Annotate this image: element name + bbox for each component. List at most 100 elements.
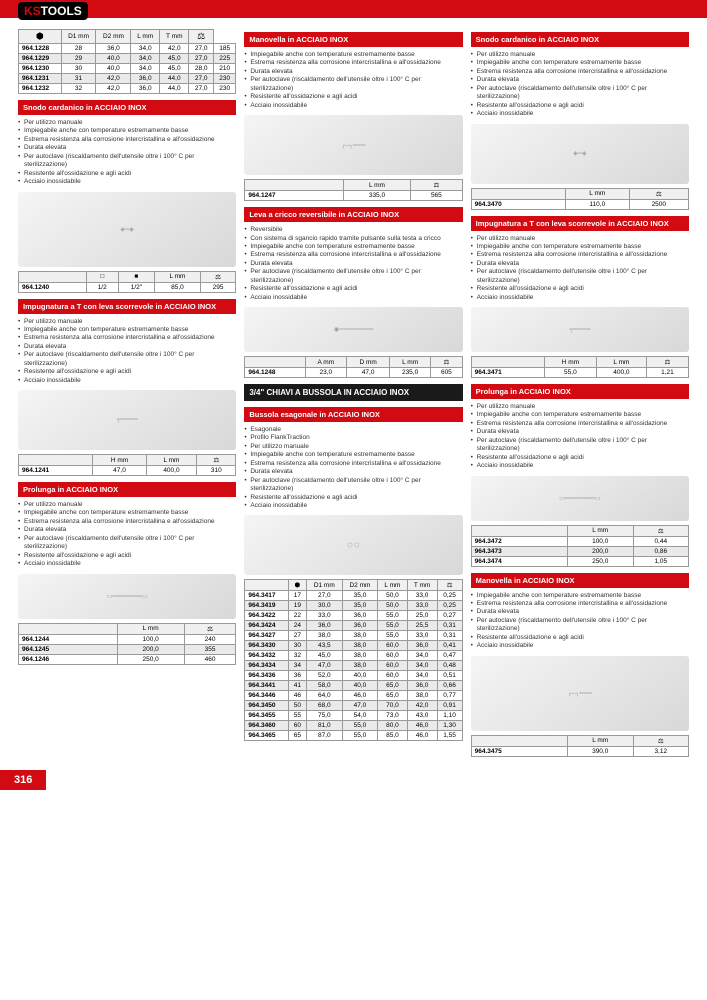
bullet-item: Per utilizzo manuale <box>244 443 462 451</box>
logo-part-a: KS <box>24 4 41 18</box>
bullet-item: Impiegabile anche con temperature estrem… <box>471 592 689 600</box>
top-stripe <box>0 0 707 18</box>
bullet-item: Per utilizzo manuale <box>18 119 236 127</box>
bullet-item: Estrema resistenza alla corrosione inter… <box>471 420 689 428</box>
header-prolunga-2: Prolunga in ACCIAIO INOX <box>471 384 689 399</box>
catalog-page: KSTOOLS ⬢D1 mmD2 mmL mmT mm⚖ 964.1228283… <box>0 0 707 790</box>
brand-logo: KSTOOLS <box>18 2 88 20</box>
bullet-item: Estrema resistenza alla corrosione inter… <box>244 460 462 468</box>
page-number: 316 <box>0 770 46 790</box>
image-speed-handle-2: ╭─╮═══ <box>471 656 689 731</box>
bullets-impugnatura-1: Per utilizzo manualeImpiegabile anche co… <box>18 318 236 386</box>
header-impugnatura-2: Impugnatura a T con leva scorrevole in A… <box>471 216 689 231</box>
image-universal-joint-2: ◈═◈ <box>471 124 689 184</box>
bullets-prolunga-1: Per utilizzo manualeImpiegabile anche co… <box>18 501 236 569</box>
header-manovella-1: Manovella in ACCIAIO INOX <box>244 32 462 47</box>
column-1: ⬢D1 mmD2 mmL mmT mm⚖ 964.12282836,034,04… <box>18 26 236 760</box>
bullet-item: Resistente all'ossidazione e agli acidi <box>471 102 689 110</box>
logo-part-b: TOOLS <box>41 4 82 18</box>
table-snodo-1: □■L mm⚖ 964.12401/21/2"85,0295 <box>18 271 236 293</box>
image-universal-joint: ◈═◈ <box>18 192 236 267</box>
bullet-item: Per utilizzo manuale <box>471 235 689 243</box>
bullets-impugnatura-2: Per utilizzo manualeImpiegabile anche co… <box>471 235 689 303</box>
bullet-item: Resistente all'ossidazione e agli acidi <box>18 368 236 376</box>
bullet-item: Profilo FlankTraction <box>244 434 462 442</box>
bullet-item: Durata elevata <box>18 526 236 534</box>
table-prolunga-1: L mm⚖ 964.1244100,0240964.1245200,035596… <box>18 623 236 665</box>
bullet-item: Per autoclave (riscaldamento dell'utensi… <box>471 85 689 102</box>
bullet-item: Resistente all'ossidazione e agli acidi <box>471 634 689 642</box>
bullet-item: Impiegabile anche con temperature estrem… <box>244 243 462 251</box>
bullet-item: Estrema resistenza alla corrosione inter… <box>18 334 236 342</box>
bullets-manovella-2: Impiegabile anche con temperature estrem… <box>471 592 689 651</box>
bullet-item: Acciaio inossidabile <box>18 178 236 186</box>
bullet-item: Resistente all'ossidazione e agli acidi <box>244 285 462 293</box>
table-manovella-1: L mm⚖ 964.1247335,0565 <box>244 179 462 201</box>
image-t-handle-2: ╤════ <box>471 307 689 352</box>
bullet-item: Per autoclave (riscaldamento dell'utensi… <box>18 351 236 368</box>
bullet-item: Reversibile <box>244 226 462 234</box>
bullet-item: Resistente all'ossidazione e agli acidi <box>18 552 236 560</box>
header-leva-cricco: Leva a cricco reversibile in ACCIAIO INO… <box>244 207 462 222</box>
bullet-item: Impiegabile anche con temperature estrem… <box>471 243 689 251</box>
bullet-item: Impiegabile anche con temperature estrem… <box>244 451 462 459</box>
bullet-item: Durata elevata <box>244 468 462 476</box>
bullet-item: Esagonale <box>244 426 462 434</box>
image-extension-2: ▭═══════▭ <box>471 476 689 521</box>
bullet-item: Acciaio inossidabile <box>18 377 236 385</box>
bullet-item: Per autoclave (riscaldamento dell'utensi… <box>471 617 689 634</box>
header-bussola-esag: Bussola esagonale in ACCIAIO INOX <box>244 407 462 422</box>
bullet-item: Estrema resistenza alla corrosione inter… <box>471 251 689 259</box>
bullet-item: Impiegabile anche con temperature estrem… <box>471 59 689 67</box>
bullet-item: Estrema resistenza alla corrosione inter… <box>244 59 462 67</box>
column-3: Snodo cardanico in ACCIAIO INOX Per util… <box>471 26 689 760</box>
bullet-item: Resistente all'ossidazione e agli acidi <box>18 170 236 178</box>
table-manovella-2: L mm⚖ 964.3475390,03,12 <box>471 735 689 757</box>
table-snodo-2: L mm⚖ 964.3470110,02500 <box>471 188 689 210</box>
bullet-item: Durata elevata <box>471 260 689 268</box>
table-prolunga-2: L mm⚖ 964.3472100,00,44964.3473200,00,86… <box>471 525 689 567</box>
tbody-1: 964.12282836,034,042,027,0185964.1229294… <box>19 44 236 94</box>
table-impugnatura-2: H mmL mm⚖ 964.347155,0400,01,21 <box>471 356 689 378</box>
header-snodo-1: Snodo cardanico in ACCIAIO INOX <box>18 100 236 115</box>
bullet-item: Acciaio inossidabile <box>471 642 689 650</box>
bullets-snodo-1: Per utilizzo manualeImpiegabile anche co… <box>18 119 236 187</box>
bullet-item: Durata elevata <box>471 428 689 436</box>
bullet-item: Con sistema di sgancio rapido tramite pu… <box>244 235 462 243</box>
bullets-prolunga-2: Per utilizzo manualeImpiegabile anche co… <box>471 403 689 471</box>
table-leva-cricco: A mmD mmL mm⚖ 964.124823,047,0235,0605 <box>244 356 462 378</box>
header-impugnatura-1: Impugnatura a T con leva scorrevole in A… <box>18 299 236 314</box>
header-snodo-2: Snodo cardanico in ACCIAIO INOX <box>471 32 689 47</box>
table-socket-sizes-1: ⬢D1 mmD2 mmL mmT mm⚖ 964.12282836,034,04… <box>18 29 236 94</box>
bullet-item: Acciaio inossidabile <box>18 560 236 568</box>
bullet-item: Impiegabile anche con temperature estrem… <box>18 127 236 135</box>
image-t-handle-1: ╤════ <box>18 390 236 450</box>
image-extension-1: ▭═══════▭ <box>18 574 236 619</box>
bullet-item: Acciaio inossidabile <box>471 110 689 118</box>
bullets-manovella-1: Impiegabile anche con temperature estrem… <box>244 51 462 110</box>
bullet-item: Resistente all'ossidazione e agli acidi <box>244 494 462 502</box>
bullet-item: Estrema resistenza alla corrosione inter… <box>18 136 236 144</box>
bullet-item: Estrema resistenza alla corrosione inter… <box>471 68 689 76</box>
bullet-item: Acciaio inossidabile <box>471 462 689 470</box>
bullet-item: Per utilizzo manuale <box>18 501 236 509</box>
bullet-item: Per utilizzo manuale <box>471 51 689 59</box>
bullets-leva-cricco: ReversibileCon sistema di sgancio rapido… <box>244 226 462 302</box>
bullet-item: Resistente all'ossidazione e agli acidi <box>471 454 689 462</box>
image-hex-socket: ⬡ ⬡ <box>244 515 462 575</box>
bullet-item: Impiegabile anche con temperature estrem… <box>244 51 462 59</box>
bullet-item: Acciaio inossidabile <box>244 502 462 510</box>
bullet-item: Per autoclave (riscaldamento dell'utensi… <box>244 477 462 494</box>
section-header-34: 3/4" CHIAVI A BUSSOLA IN ACCIAIO INOX <box>244 384 462 401</box>
bullet-item: Per autoclave (riscaldamento dell'utensi… <box>244 76 462 93</box>
bullet-item: Estrema resistenza alla corrosione inter… <box>471 600 689 608</box>
bullet-item: Impiegabile anche con temperature estrem… <box>471 411 689 419</box>
bullet-item: Estrema resistenza alla corrosione inter… <box>244 251 462 259</box>
header-prolunga-1: Prolunga in ACCIAIO INOX <box>18 482 236 497</box>
image-speed-handle: ╭─╮═══ <box>244 115 462 175</box>
bullets-snodo-2: Per utilizzo manualeImpiegabile anche co… <box>471 51 689 119</box>
table-bussola-esag: ⬢D1 mmD2 mmL mmT mm⚖ 964.34171727,035,05… <box>244 579 462 741</box>
bullet-item: Per utilizzo manuale <box>18 318 236 326</box>
bullet-item: Impiegabile anche con temperature estrem… <box>18 326 236 334</box>
bullet-item: Per autoclave (riscaldamento dell'utensi… <box>244 268 462 285</box>
